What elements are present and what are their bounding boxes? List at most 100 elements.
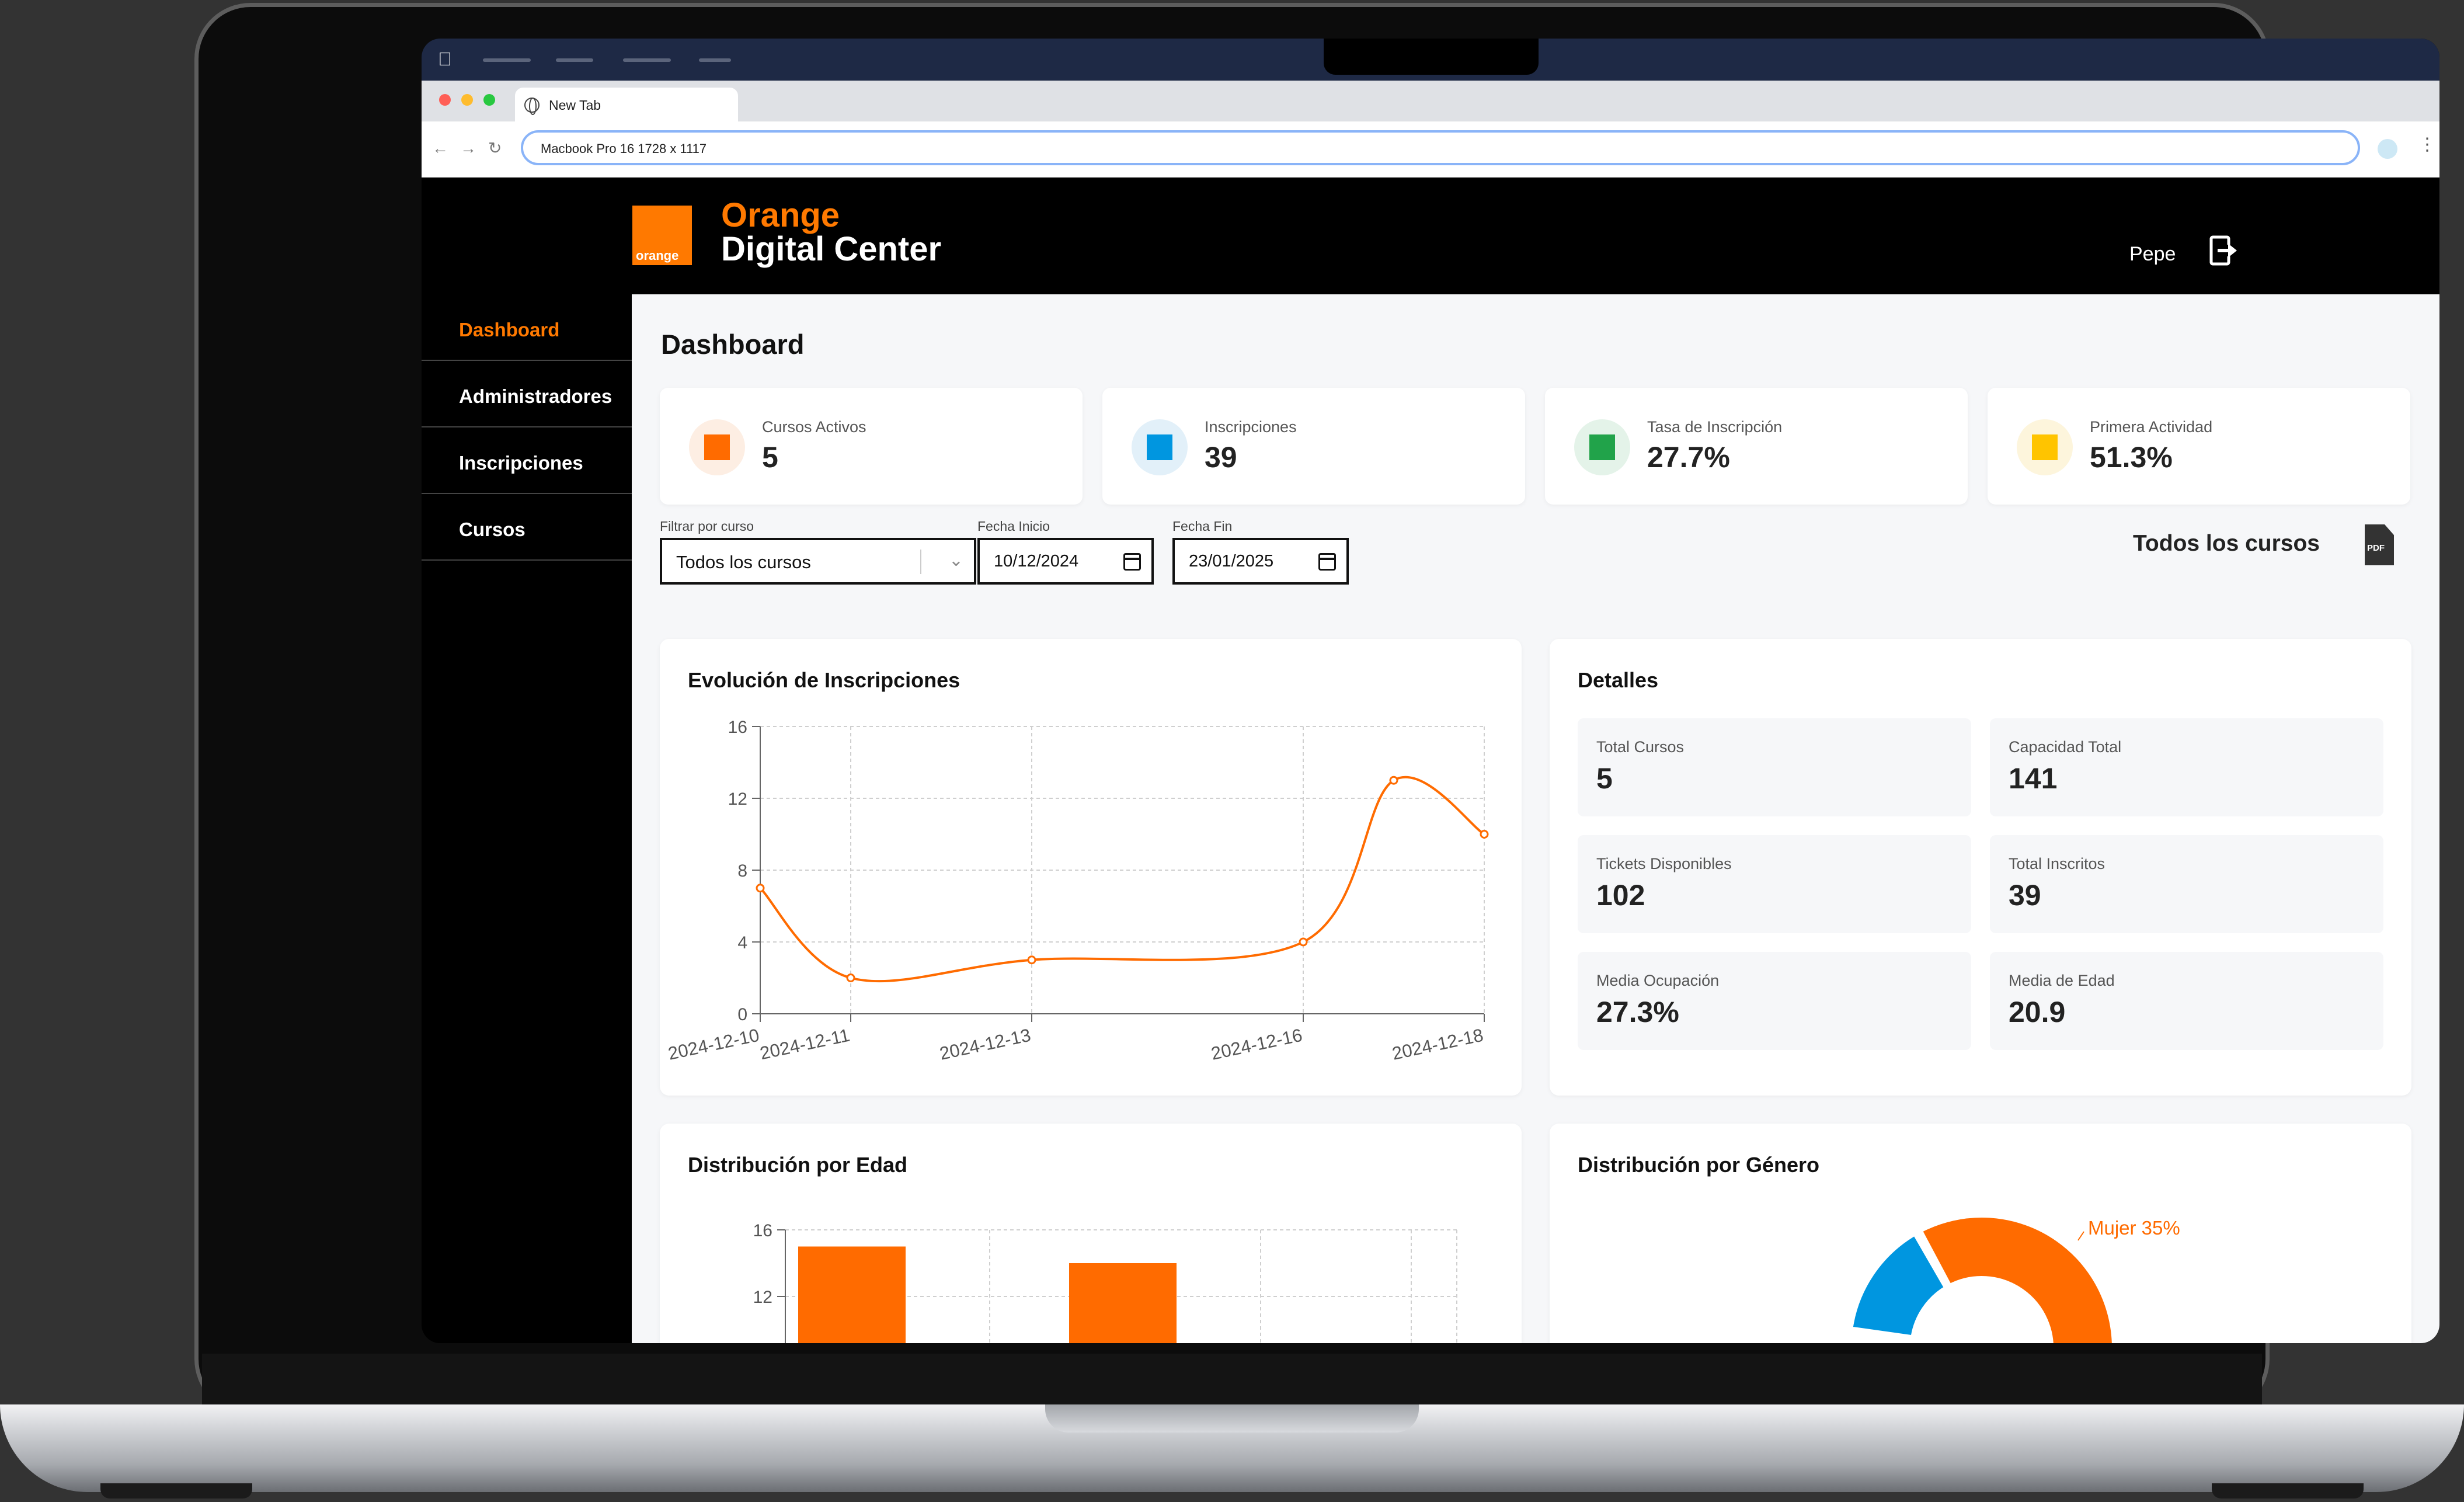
end-date-value: 23/01/2025 (1189, 552, 1274, 571)
detail-value: 102 (1596, 879, 1645, 912)
stat-value: 27.7% (1647, 441, 1730, 474)
sidebar-item-administradores[interactable]: Administradores (422, 361, 632, 427)
age-bar (798, 1246, 906, 1343)
y-tick-label: 16 (728, 718, 747, 737)
gender-donut-chart: Mujer 35% (1846, 1212, 2180, 1343)
evolution-title: Evolución de Inscripciones (688, 668, 960, 692)
details-title: Detalles (1578, 668, 1659, 692)
sidebar-item-inscripciones[interactable]: Inscripciones (422, 427, 632, 494)
slice-label-leader (2077, 1231, 2084, 1241)
gender-title: Distribución por Género (1578, 1153, 1820, 1177)
laptop-bezel:  New Tab ← → ↻ Macbook Pro 16 1728 x 11… (194, 3, 2439, 1415)
detail-value: 141 (2009, 762, 2058, 795)
green-square-icon (1589, 434, 1615, 460)
stat-card-tasa-inscripcion: Tasa de Inscripción 27.7% (1545, 388, 1968, 505)
menu-item-placeholder[interactable] (699, 58, 731, 62)
calendar-icon[interactable] (1318, 553, 1336, 571)
app-root: orange Orange Digital Center Pepe Dashbo… (422, 178, 2439, 1343)
laptop-screen:  New Tab ← → ↻ Macbook Pro 16 1728 x 11… (422, 39, 2439, 1343)
stat-label: Cursos Activos (762, 418, 866, 436)
laptop-foot (2212, 1483, 2364, 1498)
x-tick-label: 2024-12-10 (666, 1025, 761, 1064)
detail-label: Capacidad Total (2009, 738, 2122, 756)
detail-media-edad: Media de Edad 20.9 (1990, 952, 2383, 1050)
y-tick-label: 4 (737, 933, 747, 952)
stat-card-inscripciones: Inscripciones 39 (1102, 388, 1525, 505)
tab-title: New Tab (549, 98, 601, 113)
series-line (759, 776, 1485, 983)
detail-value: 20.9 (2009, 996, 2066, 1028)
laptop-base-notch (1045, 1404, 1419, 1433)
menu-item-placeholder[interactable] (556, 58, 593, 62)
detail-value: 5 (1596, 762, 1613, 795)
pdf-label: PDF (2367, 543, 2385, 553)
more-options-icon[interactable]: ⋮ (2418, 135, 2436, 154)
globe-icon (524, 98, 540, 115)
select-divider (920, 550, 921, 574)
age-title: Distribución por Edad (688, 1153, 908, 1177)
data-point (1027, 955, 1036, 965)
detail-media-ocupacion: Media Ocupación 27.3% (1578, 952, 1971, 1050)
course-filter-select[interactable]: Todos los cursos ⌄ (660, 538, 976, 585)
stat-card-cursos-activos: Cursos Activos 5 (660, 388, 1083, 505)
close-window-icon[interactable] (439, 94, 451, 106)
stat-icon-circle (1574, 419, 1630, 475)
logo-wordmark: orange (636, 248, 679, 263)
forward-arrow-icon[interactable]: → (460, 139, 476, 157)
menu-item-placeholder[interactable] (623, 58, 671, 62)
data-point (846, 973, 855, 982)
screen-hinge (202, 1354, 2262, 1406)
donut-slice (1846, 1228, 1951, 1342)
age-bar (1069, 1263, 1177, 1343)
data-point (1480, 830, 1489, 839)
detail-label: Media Ocupación (1596, 972, 1720, 989)
minimize-window-icon[interactable] (461, 94, 473, 106)
y-tick-label: 0 (737, 1005, 747, 1024)
detail-capacidad-total: Capacidad Total 141 (1990, 718, 2383, 816)
page-title: Dashboard (661, 329, 805, 360)
stat-icon-circle (689, 419, 745, 475)
pdf-export-icon[interactable]: PDF (2365, 524, 2394, 565)
stat-label: Inscripciones (1205, 418, 1297, 436)
logout-icon[interactable] (2209, 235, 2237, 266)
detail-label: Total Cursos (1596, 738, 1685, 756)
orange-square-icon (704, 434, 730, 460)
detail-label: Total Inscritos (2009, 855, 2105, 872)
y-tick-label: 16 (753, 1221, 772, 1240)
back-arrow-icon[interactable]: ← (432, 139, 448, 157)
x-tick-label: 2024-12-13 (938, 1025, 1032, 1064)
reload-icon[interactable]: ↻ (488, 139, 502, 157)
camera-notch (1324, 39, 1539, 75)
stat-icon-circle (2017, 419, 2073, 475)
detail-tickets-disponibles: Tickets Disponibles 102 (1578, 835, 1971, 933)
zoom-window-icon[interactable] (483, 94, 495, 106)
start-date-label: Fecha Inicio (977, 519, 1050, 534)
end-date-input[interactable]: 23/01/2025 (1172, 538, 1349, 585)
stat-value: 5 (762, 441, 778, 474)
detail-total-cursos: Total Cursos 5 (1578, 718, 1971, 816)
sidebar-item-dashboard[interactable]: Dashboard (422, 294, 632, 361)
calendar-icon[interactable] (1123, 553, 1141, 571)
detail-value: 27.3% (1596, 996, 1679, 1028)
profile-avatar[interactable] (2378, 139, 2397, 159)
course-filter-label: Filtrar por curso (660, 519, 754, 534)
address-bar[interactable]: Macbook Pro 16 1728 x 1117 (521, 130, 2360, 165)
selected-course-heading: Todos los cursos (2133, 531, 2320, 556)
data-point (756, 884, 765, 893)
stat-value: 51.3% (2090, 441, 2173, 474)
y-tick-label: 12 (753, 1288, 772, 1307)
sidebar-item-cursos[interactable]: Cursos (422, 494, 632, 561)
stat-icon-circle (1132, 419, 1188, 475)
menu-item-placeholder[interactable] (483, 58, 531, 62)
stat-label: Tasa de Inscripción (1647, 418, 1783, 436)
laptop-foot (100, 1483, 252, 1498)
detail-total-inscritos: Total Inscritos 39 (1990, 835, 2383, 933)
brand-name-line2: Digital Center (721, 230, 942, 268)
browser-tab[interactable]: New Tab (515, 88, 738, 121)
start-date-input[interactable]: 10/12/2024 (977, 538, 1154, 585)
x-tick-label: 2024-12-16 (1209, 1025, 1304, 1064)
age-card: Distribución por Edad 12 16 (660, 1124, 1522, 1343)
sidebar-nav: Dashboard Administradores Inscripciones … (422, 294, 632, 561)
browser-toolbar: ← → ↻ Macbook Pro 16 1728 x 1117 ⋮ (422, 121, 2439, 178)
stat-value: 39 (1205, 441, 1237, 474)
